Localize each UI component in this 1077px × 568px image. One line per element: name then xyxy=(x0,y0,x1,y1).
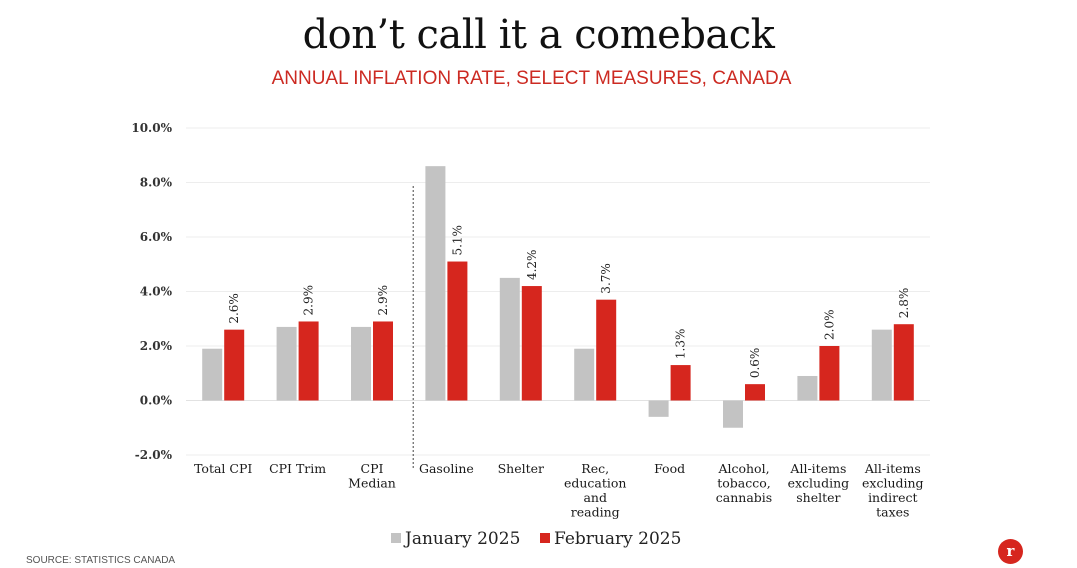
bar-february-2025 xyxy=(893,324,914,401)
data-label: 5.1% xyxy=(450,225,464,256)
category-label: All-items xyxy=(789,461,846,476)
bar-january-2025 xyxy=(276,326,297,401)
data-label: 2.6% xyxy=(227,293,241,324)
y-tick-label: 8.0% xyxy=(140,176,173,190)
category-label: Alcohol, xyxy=(717,461,769,476)
y-tick-label: 2.0% xyxy=(140,339,173,353)
category-label: Median xyxy=(348,476,396,491)
bar-february-2025 xyxy=(447,261,468,401)
legend-swatch-february xyxy=(540,533,550,543)
category-label: Gasoline xyxy=(419,461,474,476)
source-note: SOURCE: STATISTICS CANADA xyxy=(26,555,176,566)
legend-label-february: February 2025 xyxy=(554,529,681,549)
category-label: tobacco, xyxy=(717,476,771,491)
category-label: Rec, xyxy=(581,461,609,476)
bar-february-2025 xyxy=(745,384,765,401)
bar-january-2025 xyxy=(574,348,595,401)
category-label: education xyxy=(564,476,627,491)
category-label: excluding xyxy=(862,476,924,491)
data-label: 2.0% xyxy=(822,310,836,341)
category-label: indirect xyxy=(868,490,917,505)
bar-february-2025 xyxy=(298,321,319,401)
data-label: 2.9% xyxy=(376,285,390,316)
bar-january-2025 xyxy=(499,277,520,401)
bar-january-2025 xyxy=(425,166,446,401)
bar-january-2025 xyxy=(797,375,818,401)
data-label: 3.7% xyxy=(599,263,613,294)
bar-february-2025 xyxy=(670,365,691,401)
data-label: 2.8% xyxy=(897,288,911,319)
category-label: All-items xyxy=(864,461,921,476)
bar-february-2025 xyxy=(521,286,542,401)
bar-february-2025 xyxy=(224,329,245,401)
bar-february-2025 xyxy=(373,321,393,401)
bar-february-2025 xyxy=(596,299,617,401)
legend-swatch-january xyxy=(391,533,401,543)
publisher-logo: r xyxy=(998,539,1023,564)
data-label: 0.6% xyxy=(748,348,762,379)
y-tick-label: 0.0% xyxy=(140,394,173,408)
category-label: reading xyxy=(571,505,620,520)
category-label: Shelter xyxy=(498,461,544,476)
category-label: CPI Trim xyxy=(269,461,326,476)
category-label: and xyxy=(583,490,607,505)
bar-january-2025 xyxy=(723,400,743,428)
y-tick-label: -2.0% xyxy=(135,448,173,462)
bar-february-2025 xyxy=(819,346,840,401)
category-label: shelter xyxy=(796,490,840,505)
y-tick-label: 6.0% xyxy=(140,230,173,244)
category-label: excluding xyxy=(788,476,850,491)
category-label: cannabis xyxy=(716,490,772,505)
data-label: 4.2% xyxy=(525,250,539,281)
chart-subtitle: ANNUAL INFLATION RATE, SELECT MEASURES, … xyxy=(271,68,792,89)
y-tick-label: 4.0% xyxy=(140,285,173,299)
bar-january-2025 xyxy=(202,348,223,401)
data-label: 1.3% xyxy=(674,329,688,360)
bar-january-2025 xyxy=(351,326,371,401)
category-label: Total CPI xyxy=(194,461,252,476)
category-label: taxes xyxy=(876,505,909,520)
legend-label-january: January 2025 xyxy=(403,529,520,549)
y-tick-label: 10.0% xyxy=(131,121,172,135)
bar-january-2025 xyxy=(871,329,892,401)
data-label: 2.9% xyxy=(302,285,316,316)
category-label: CPI xyxy=(361,461,384,476)
category-label: Food xyxy=(654,461,685,476)
chart-title: don’t call it a comeback xyxy=(302,12,775,58)
bar-january-2025 xyxy=(648,400,669,417)
